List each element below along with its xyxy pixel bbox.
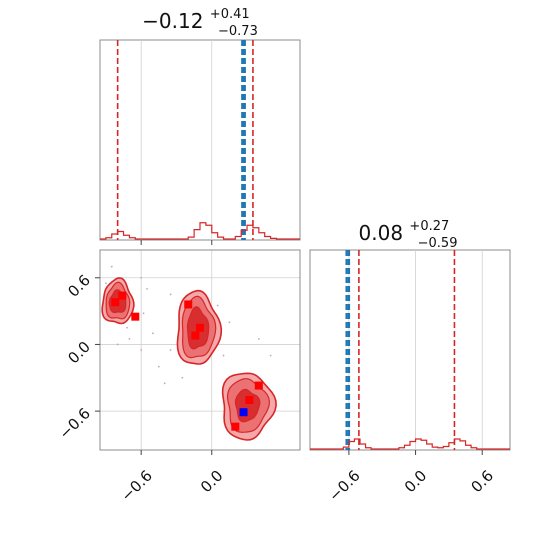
param2-median: 0.08 [359,221,404,245]
y-tick-label: 0.0 [64,338,94,368]
x-tick-label: 0.6 [467,467,497,497]
estimate-marker [254,381,263,390]
sample-point [152,332,154,335]
x-tick-label: −0.6 [118,467,156,505]
param1-lower-error: −0.73 [218,24,258,39]
sample-point [116,343,119,346]
estimate-marker [131,312,140,321]
sample-point [181,376,184,379]
sample-point [157,365,160,368]
y-tick-label: −0.6 [56,404,94,442]
x-tick-label: −0.6 [325,467,363,505]
sample-point [104,282,107,285]
sample-point [269,354,272,357]
sample-point [228,321,231,324]
histogram-param1: −0.12 +0.41 −0.73 [99,0,301,245]
truth-marker [239,408,248,417]
param2-upper-error: +0.27 [409,219,449,234]
x-tick-label: 0.0 [401,467,431,497]
histogram-param1-frame [99,39,301,241]
estimate-marker [111,298,120,307]
sample-point [140,349,143,351]
histogram-param2-bars [310,438,510,450]
estimate-marker [231,422,240,431]
y-tick-label: 0.6 [64,271,94,301]
contour-panel-frame [99,249,301,451]
sample-point [163,382,166,385]
contour-panel: −0.6 0.0 −0.6 0.0 0.6 [56,249,301,505]
param1-upper-error: +0.41 [210,7,250,22]
param2-lower-error: −0.59 [418,236,458,251]
histogram-param2-frame [309,249,511,451]
estimate-marker [196,323,204,332]
histogram-param2: −0.6 0.0 0.6 0.08 +0.27 −0.59 [309,211,511,505]
estimate-marker [118,291,127,300]
sample-point [126,326,128,329]
sample-point [146,287,148,290]
estimate-marker [191,331,200,340]
sample-point [257,337,260,340]
histogram-param1-bars [100,222,300,240]
histogram-param2-title: 0.08 +0.27 −0.59 [359,211,458,251]
x-tick-label: 0.0 [197,467,227,497]
histogram-param1-title: −0.12 +0.41 −0.73 [142,0,258,39]
sample-point [140,276,143,279]
sample-point [216,304,219,307]
estimate-marker [245,396,254,404]
estimate-marker [184,300,193,309]
sample-point [169,349,172,351]
sample-point [128,337,131,340]
sample-point [142,312,145,315]
sample-point [222,354,225,357]
param1-median: −0.12 [142,9,203,33]
sample-point [110,265,113,268]
sample-point [169,293,172,296]
